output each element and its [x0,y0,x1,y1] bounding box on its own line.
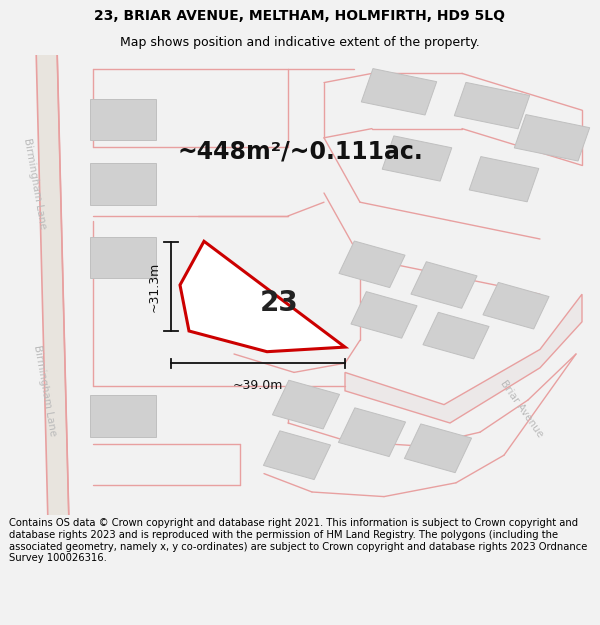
Text: 23, BRIAR AVENUE, MELTHAM, HOLMFIRTH, HD9 5LQ: 23, BRIAR AVENUE, MELTHAM, HOLMFIRTH, HD… [95,9,505,24]
Text: ~31.3m: ~31.3m [148,261,161,312]
Text: Birmingham Lane: Birmingham Lane [22,138,48,230]
Bar [483,282,549,329]
Bar [90,163,156,204]
Bar [454,82,530,129]
Polygon shape [345,294,582,423]
Bar [351,292,417,338]
Polygon shape [36,46,69,524]
Polygon shape [180,241,345,352]
Text: Briar Avenue: Briar Avenue [499,379,545,439]
Text: 23: 23 [260,289,298,318]
Text: ~448m²/~0.111ac.: ~448m²/~0.111ac. [177,139,423,164]
Text: ~39.0m: ~39.0m [233,379,283,392]
Bar [263,431,331,479]
Bar [469,157,539,202]
Bar [423,312,489,359]
Bar [361,69,437,115]
Bar [404,424,472,472]
Bar [90,396,156,437]
Bar [272,380,340,429]
Text: Birmingham Lane: Birmingham Lane [32,344,58,437]
Bar [90,99,156,140]
Bar [514,114,590,161]
Bar [338,408,406,457]
Bar [339,241,405,288]
Text: Contains OS data © Crown copyright and database right 2021. This information is : Contains OS data © Crown copyright and d… [9,518,587,563]
Text: Map shows position and indicative extent of the property.: Map shows position and indicative extent… [120,36,480,49]
Bar [90,237,156,278]
Bar [411,262,477,308]
Bar [382,136,452,181]
